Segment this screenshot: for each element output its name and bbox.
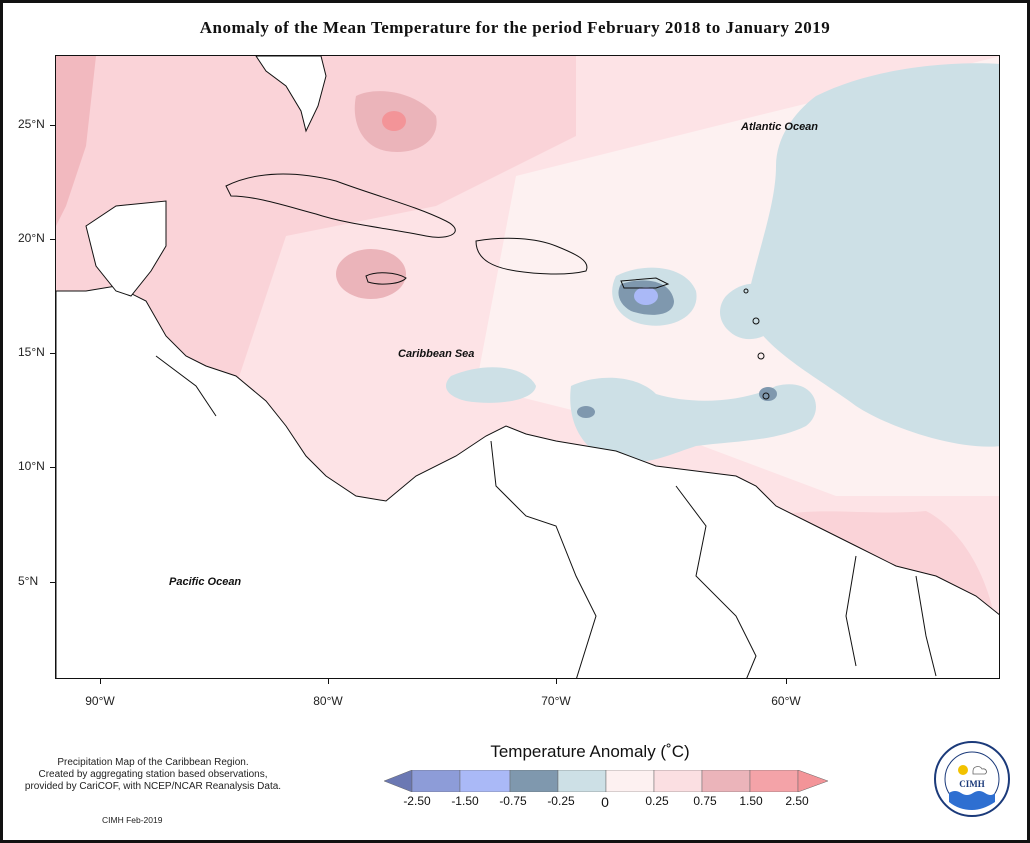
lon-tick bbox=[100, 679, 101, 684]
waves-icon bbox=[949, 791, 995, 810]
outline-island bbox=[743, 288, 749, 294]
lon-label-90w: 90°W bbox=[85, 694, 115, 708]
anomaly-map bbox=[56, 56, 999, 678]
cloud-icon bbox=[972, 766, 987, 775]
border-line bbox=[155, 355, 217, 417]
outline-island bbox=[752, 317, 760, 325]
lon-tick bbox=[556, 679, 557, 684]
legend-label: 0.75 bbox=[693, 794, 717, 808]
legend-label: 0 bbox=[601, 794, 609, 810]
border-line bbox=[490, 440, 597, 678]
land-central-south-america bbox=[56, 285, 999, 678]
legend-label: 1.50 bbox=[739, 794, 763, 808]
notes-line: Precipitation Map of the Caribbean Regio… bbox=[57, 757, 249, 768]
land-yucatan bbox=[85, 200, 167, 297]
lat-label-15n: 15°N bbox=[18, 345, 45, 359]
anomaly-field-cool-pr-center bbox=[634, 287, 658, 305]
lon-tick bbox=[786, 679, 787, 684]
cimh-logo: CIMH bbox=[934, 741, 1010, 817]
legend-swatch bbox=[557, 770, 607, 792]
legend-swatch bbox=[384, 770, 413, 792]
anomaly-field-cool-band-west bbox=[446, 367, 536, 403]
outline-puerto-rico bbox=[620, 277, 670, 289]
anomaly-field-cool-band-east bbox=[570, 377, 816, 463]
label-atlantic-ocean: Atlantic Ocean bbox=[741, 121, 819, 133]
map-title: Anomaly of the Mean Temperature for the … bbox=[199, 18, 831, 37]
legend-swatch bbox=[749, 770, 799, 792]
lon-tick bbox=[328, 679, 329, 684]
sun-icon bbox=[958, 765, 968, 775]
outline-jamaica bbox=[365, 272, 407, 285]
lat-tick bbox=[50, 582, 55, 583]
legend-label: 0.25 bbox=[645, 794, 669, 808]
map-panel: Atlantic Ocean Caribbean Sea Pacific Oce… bbox=[55, 55, 1000, 679]
map-notes: Precipitation Map of the Caribbean Regio… bbox=[8, 757, 298, 793]
legend-swatch bbox=[509, 770, 559, 792]
legend-label: 2.50 bbox=[785, 794, 809, 808]
outline-cuba bbox=[225, 173, 456, 238]
lon-label-70w: 70°W bbox=[541, 694, 571, 708]
lat-tick bbox=[50, 125, 55, 126]
notes-line: Created by aggregating station based obs… bbox=[38, 769, 268, 780]
label-caribbean-sea: Caribbean Sea bbox=[398, 348, 475, 360]
legend-swatch bbox=[459, 770, 511, 792]
anomaly-field-cool-antilles bbox=[720, 283, 782, 340]
legend-swatch bbox=[797, 770, 829, 792]
legend-label: -0.75 bbox=[499, 794, 527, 808]
border-line bbox=[845, 555, 857, 667]
anomaly-field-warm-west bbox=[56, 56, 576, 396]
border-line bbox=[915, 575, 937, 677]
legend-label: -1.50 bbox=[451, 794, 479, 808]
logo-text: CIMH bbox=[959, 779, 985, 789]
legend-label: -0.25 bbox=[547, 794, 575, 808]
legend-swatch bbox=[653, 770, 703, 792]
lon-label-60w: 60°W bbox=[771, 694, 801, 708]
lat-tick bbox=[50, 467, 55, 468]
border-line bbox=[675, 485, 757, 678]
land-florida bbox=[255, 56, 327, 133]
legend-swatch bbox=[701, 770, 751, 792]
anomaly-field-cool-spot bbox=[577, 406, 595, 418]
label-pacific-ocean: Pacific Ocean bbox=[169, 576, 242, 588]
lon-label-80w: 80°W bbox=[313, 694, 343, 708]
lat-label-5n: 5°N bbox=[18, 574, 39, 588]
outline-island bbox=[757, 352, 765, 360]
lat-label-10n: 10°N bbox=[18, 459, 45, 473]
lat-label-20n: 20°N bbox=[18, 231, 45, 245]
outline-island bbox=[762, 392, 770, 400]
outline-hispaniola bbox=[475, 237, 588, 275]
legend-swatch bbox=[605, 770, 655, 792]
legend-colorbar bbox=[384, 770, 829, 792]
notes-line: provided by CariCOF, with NCEP/NCAR Rean… bbox=[24, 781, 282, 792]
credit-text: CIMH Feb-2019 bbox=[102, 815, 163, 825]
legend-label: -2.50 bbox=[403, 794, 431, 808]
lat-tick bbox=[50, 239, 55, 240]
anomaly-field-warm-corner bbox=[56, 56, 96, 226]
legend-swatch bbox=[411, 770, 461, 792]
lat-label-25n: 25°N bbox=[18, 117, 45, 131]
anomaly-field-warm-bahamas-core bbox=[382, 111, 406, 131]
anomaly-field-cool-atlantic bbox=[746, 63, 999, 447]
lat-tick bbox=[50, 353, 55, 354]
legend-title: Temperature Anomaly (˚C) bbox=[490, 742, 690, 761]
